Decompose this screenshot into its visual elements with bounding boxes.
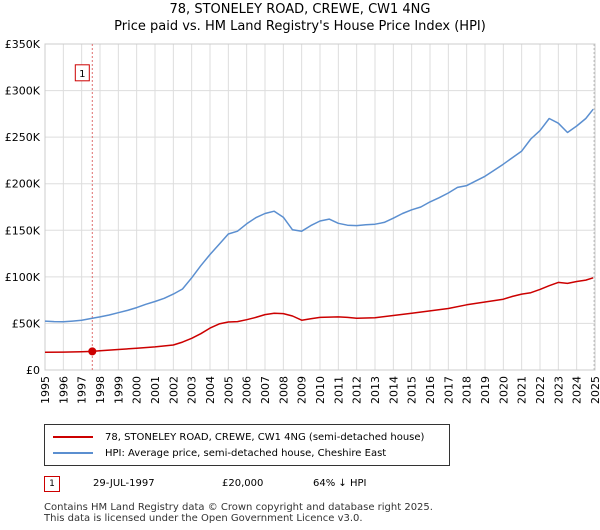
legend-item-property: 78, STONELEY ROAD, CREWE, CW1 4NG (semi-… — [53, 429, 424, 445]
y-tick-label: £350K — [5, 38, 41, 51]
x-tick-label: 2000 — [131, 376, 144, 404]
x-tick-label: 1998 — [94, 376, 107, 404]
y-tick-label: £250K — [5, 131, 41, 144]
legend-property-swatch — [53, 436, 93, 438]
chart-title-line2: Price paid vs. HM Land Registry's House … — [114, 19, 486, 34]
x-tick-label: 2022 — [534, 376, 547, 404]
y-tick-label: £100K — [5, 271, 41, 284]
x-tick-label: 1997 — [76, 376, 89, 404]
x-tick-label: 1995 — [39, 376, 52, 404]
x-tick-label: 2011 — [332, 376, 345, 404]
x-tick-label: 2021 — [516, 376, 529, 404]
hpi-series-line — [44, 108, 594, 323]
x-tick-label: 2023 — [552, 376, 565, 404]
transaction-price: £20,000 — [222, 478, 264, 489]
legend-item-hpi: HPI: Average price, semi-detached house,… — [53, 445, 386, 461]
x-tick-label: 1996 — [57, 376, 70, 404]
legend: 78, STONELEY ROAD, CREWE, CW1 4NG (semi-… — [44, 424, 450, 466]
transaction-hpi-diff: 64% ↓ HPI — [313, 478, 367, 489]
chart-title-line1: 78, STONELEY ROAD, CREWE, CW1 4NG — [169, 2, 431, 17]
price-chart: 1995 1996 1997 1998 1999 2000 2001 2002 2003 2004… — [5, 38, 600, 404]
transaction-number: 1 — [44, 476, 60, 492]
x-tick-label: 2001 — [149, 376, 162, 404]
x-tick-label: 2025 — [589, 376, 600, 404]
property-series-line — [44, 277, 594, 354]
x-tick-label: 2017 — [442, 376, 455, 404]
x-tick-label: 2014 — [387, 376, 400, 404]
transaction-date: 29-JUL-1997 — [93, 478, 155, 489]
x-tick-label: 2018 — [461, 376, 474, 404]
x-tick-label: 2009 — [296, 376, 309, 404]
x-tick-label: 2020 — [497, 376, 510, 404]
transaction-row: 1 29-JUL-1997 £20,000 64% ↓ HPI — [0, 476, 600, 494]
footer-license: This data is licensed under the Open Gov… — [44, 513, 363, 524]
x-tick-label: 2012 — [351, 376, 364, 404]
x-tick-label: 2005 — [222, 376, 235, 404]
y-tick-label: £150K — [5, 224, 41, 237]
x-tick-label: 2013 — [369, 376, 382, 404]
y-tick-label: £200K — [5, 178, 41, 191]
x-tick-label: 2015 — [406, 376, 419, 404]
y-tick-label: £300K — [5, 85, 41, 98]
x-tick-label: 2010 — [314, 376, 327, 404]
x-tick-label: 2008 — [277, 376, 290, 404]
plot-border — [44, 43, 596, 371]
legend-hpi-label: HPI: Average price, semi-detached house,… — [105, 447, 387, 459]
legend-hpi-swatch — [53, 452, 93, 454]
x-tick-label: 2006 — [241, 376, 254, 404]
footer-copyright: Contains HM Land Registry data © Crown c… — [44, 502, 433, 513]
transaction-point — [88, 347, 97, 356]
annotation-box — [74, 64, 90, 82]
x-tick-label: 2002 — [167, 376, 180, 404]
y-tick-label: £50K — [12, 317, 41, 330]
x-tick-label: 1999 — [112, 376, 125, 404]
y-tick-label: £0 — [26, 364, 40, 377]
annotation-label: 1 — [79, 69, 85, 80]
footer: Contains HM Land Registry data © Crown c… — [44, 502, 433, 524]
x-tick-label: 2003 — [186, 376, 199, 404]
x-tick-label: 2024 — [571, 376, 584, 404]
x-tick-label: 2019 — [479, 376, 492, 404]
x-tick-label: 2016 — [424, 376, 437, 404]
legend-property-label: 78, STONELEY ROAD, CREWE, CW1 4NG (semi-… — [105, 431, 425, 443]
x-tick-label: 2004 — [204, 376, 217, 404]
x-tick-label: 2007 — [259, 376, 272, 404]
